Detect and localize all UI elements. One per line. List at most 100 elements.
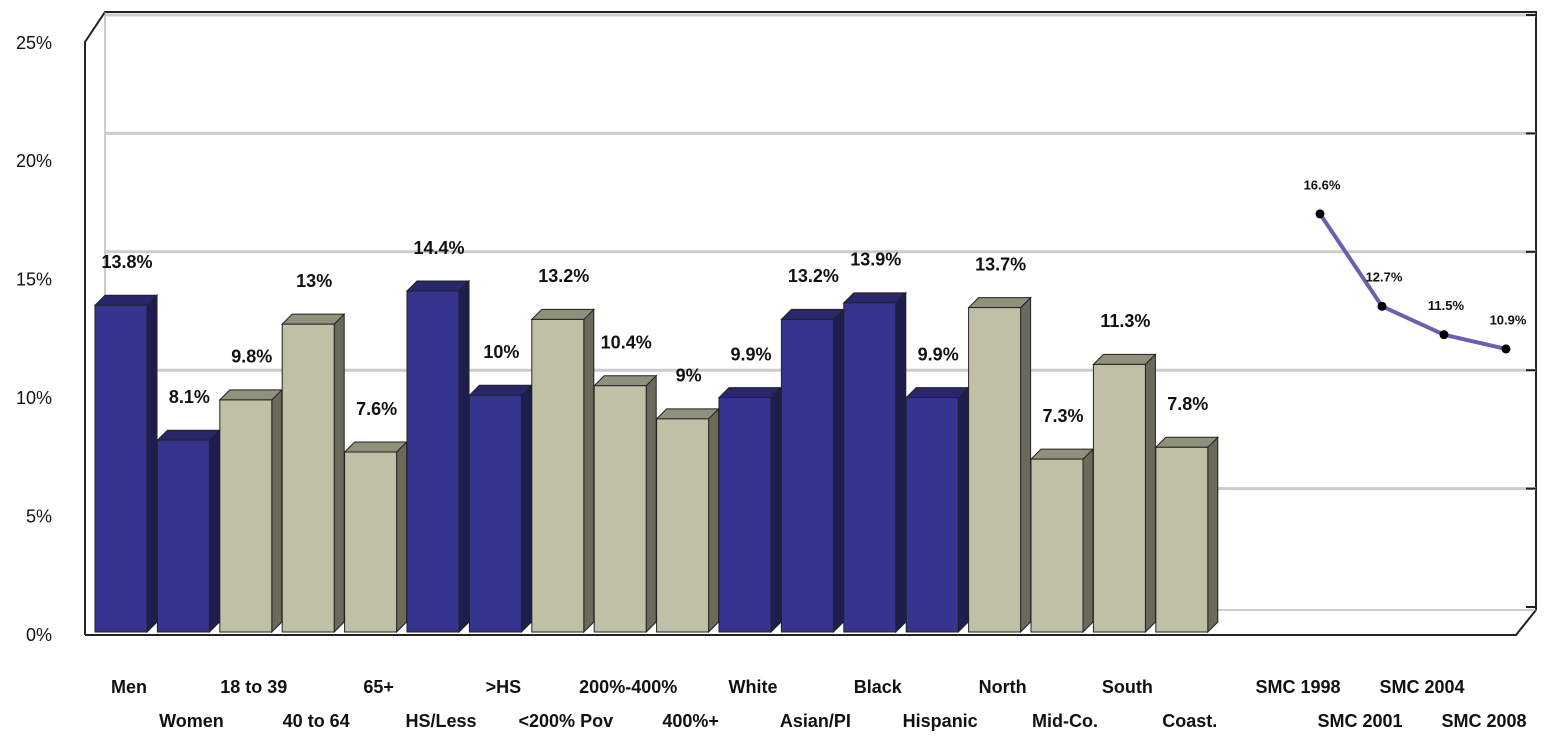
y-tick-label: 0% — [26, 625, 52, 645]
value-label: 12.7% — [1366, 270, 1403, 285]
x-tick-label: 40 to 64 — [283, 711, 350, 731]
value-label: 10.9% — [1490, 312, 1527, 327]
value-label: 13.9% — [850, 250, 901, 270]
x-tick-label: 18 to 39 — [220, 677, 287, 697]
bar-side — [1144, 353, 1156, 634]
bar-side — [1020, 296, 1032, 634]
bar-top — [967, 297, 1032, 309]
bar-side — [583, 308, 595, 634]
value-label: 9.9% — [918, 344, 959, 364]
x-tick-label: SMC 2004 — [1379, 677, 1464, 697]
value-label: 13.7% — [975, 254, 1026, 274]
bar-side — [708, 407, 720, 634]
value-label: 13% — [296, 271, 332, 291]
bar-side — [208, 428, 220, 634]
x-tick-label: Black — [854, 677, 903, 697]
bar — [656, 418, 710, 633]
y-tick-label: 5% — [26, 506, 52, 526]
value-label: 13.2% — [538, 266, 589, 286]
bar-top — [530, 308, 596, 320]
value-label: 16.6% — [1304, 177, 1341, 192]
x-tick-label: Coast. — [1162, 711, 1217, 731]
bar-side — [146, 294, 158, 634]
bar-top — [1154, 436, 1220, 448]
bar-side — [1207, 436, 1219, 634]
bar-top — [1029, 448, 1095, 460]
x-tick-label: Hispanic — [903, 711, 978, 731]
bar — [718, 397, 772, 633]
value-label: 9.9% — [730, 344, 771, 364]
bar-top — [780, 308, 845, 320]
bar-top — [343, 441, 408, 453]
bar-side — [458, 279, 470, 634]
bar-top — [156, 429, 221, 441]
x-tick-label: HS/Less — [405, 711, 476, 731]
x-tick-label: >HS — [486, 677, 522, 697]
value-label: 11.5% — [1428, 298, 1465, 313]
bar-top — [280, 313, 346, 325]
point — [1501, 344, 1511, 354]
point — [1439, 330, 1449, 340]
bar — [94, 304, 148, 633]
x-tick-label: White — [729, 677, 778, 697]
x-tick-label: Women — [159, 711, 224, 731]
x-tick-label: North — [979, 677, 1027, 697]
x-tick-label: South — [1102, 677, 1153, 697]
value-label: 13.2% — [788, 266, 839, 286]
bar-top — [218, 389, 284, 401]
bar-top — [468, 384, 533, 396]
bar — [156, 439, 210, 633]
y-tick-label: 20% — [16, 151, 52, 171]
x-tick-label: SMC 1998 — [1255, 677, 1340, 697]
bar-side — [333, 312, 345, 634]
bar-side — [1082, 447, 1094, 634]
bar-side — [770, 386, 782, 634]
bar-top — [405, 280, 471, 292]
bar-side — [895, 291, 907, 634]
bar — [219, 399, 273, 633]
value-label: 10.4% — [601, 332, 652, 352]
y-tick-label: 10% — [16, 388, 52, 408]
bar-side — [832, 308, 844, 634]
bar — [1030, 458, 1084, 633]
bar — [406, 290, 460, 633]
bar-side — [396, 440, 408, 634]
value-label: 8.1% — [169, 387, 210, 407]
bar-side — [520, 383, 532, 634]
x-tick-label: SMC 2008 — [1441, 711, 1526, 731]
x-tick-label: Men — [111, 677, 147, 697]
point — [1315, 209, 1325, 219]
bar-top — [655, 408, 720, 420]
y-tick-label: 15% — [16, 270, 52, 290]
bar-top — [842, 292, 908, 304]
value-label: 7.8% — [1167, 394, 1208, 414]
value-label: 7.6% — [356, 399, 397, 419]
x-tick-label: Mid-Co. — [1032, 711, 1098, 731]
bar — [468, 394, 522, 633]
x-tick-label: SMC 2001 — [1317, 711, 1402, 731]
bar — [593, 385, 647, 633]
bar — [281, 323, 335, 633]
bar — [843, 302, 897, 633]
bar — [780, 318, 834, 633]
bar-top — [93, 294, 159, 306]
value-label: 9% — [676, 366, 702, 386]
y-tick-label: 25% — [16, 33, 52, 53]
x-tick-label: 65+ — [363, 677, 394, 697]
bar — [1092, 363, 1146, 633]
value-label: 14.4% — [413, 238, 464, 258]
x-tick-label: 400%+ — [662, 711, 719, 731]
line — [1318, 212, 1507, 351]
value-label: 13.8% — [101, 252, 152, 272]
bar — [968, 307, 1022, 633]
bar-side — [645, 374, 657, 634]
bar-side — [271, 388, 283, 634]
value-label: 11.3% — [1100, 311, 1150, 331]
value-label: 7.3% — [1042, 406, 1083, 426]
x-tick-label: <200% Pov — [519, 711, 614, 731]
bar — [905, 397, 959, 633]
value-label: 9.8% — [231, 347, 272, 367]
x-tick-label: 200%-400% — [579, 677, 677, 697]
value-label: 10% — [483, 342, 519, 362]
